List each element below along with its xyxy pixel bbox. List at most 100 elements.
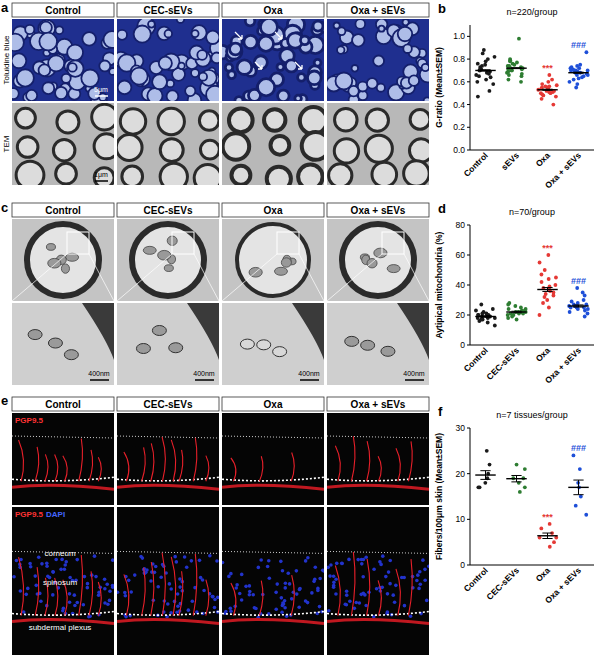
- image-bg: [117, 507, 219, 655]
- axon: [352, 34, 364, 46]
- nucleus: [248, 593, 252, 597]
- nucleus: [185, 565, 189, 569]
- plexus: [327, 619, 429, 623]
- data-point: [575, 286, 579, 290]
- boundary: [327, 436, 429, 438]
- layer-label: subdermal plexus: [29, 623, 92, 632]
- nucleus: [73, 593, 77, 597]
- data-point: [572, 454, 576, 458]
- nucleus: [266, 565, 270, 569]
- axon: [99, 93, 107, 101]
- data-point: [540, 280, 544, 284]
- myelin-ring: [366, 109, 388, 131]
- nucleus: [123, 591, 127, 595]
- myelin-ring: [16, 108, 36, 128]
- nucleus: [169, 611, 173, 615]
- image-bg: [117, 219, 219, 301]
- nucleus: [394, 584, 398, 588]
- toluidine-image: [117, 19, 219, 101]
- nucleus: [417, 587, 421, 591]
- mean-line: [475, 70, 495, 71]
- axon: [12, 53, 26, 68]
- nucleus: [133, 573, 137, 577]
- nucleus: [251, 593, 255, 597]
- data-point: [479, 303, 483, 307]
- y-label: G-ratio (Mean±SEM): [434, 47, 444, 128]
- myelin-ring: [300, 107, 324, 134]
- nucleus: [354, 601, 358, 605]
- data-point: [481, 52, 485, 56]
- column-header: Control: [45, 205, 81, 216]
- scale-label: 5μm: [94, 86, 108, 94]
- zoom-image: [222, 303, 324, 385]
- image-bg: [327, 219, 429, 301]
- zoom-line: [222, 254, 277, 301]
- boundary: [327, 612, 429, 616]
- nucleus: [191, 599, 195, 603]
- nerve-fiber: [98, 582, 101, 616]
- nucleus: [304, 559, 308, 563]
- nucleus: [423, 578, 427, 582]
- axon: [422, 64, 429, 71]
- y-axis: [470, 25, 471, 150]
- nerve-fiber: [206, 580, 209, 616]
- panel-label: a: [1, 0, 9, 15]
- nucleus: [391, 593, 395, 597]
- nerve-fiber: [124, 574, 129, 615]
- column-header: Control: [45, 399, 81, 410]
- zoom-box: [277, 232, 299, 254]
- data-point: [513, 304, 517, 308]
- nucleus: [54, 558, 58, 562]
- nucleus: [235, 583, 239, 587]
- data-point: [486, 321, 490, 325]
- nucleus: [316, 587, 320, 591]
- myelin-band: [187, 303, 219, 360]
- nucleus: [335, 562, 339, 566]
- myelin-ring: [16, 161, 44, 185]
- nucleus: [290, 597, 294, 601]
- nucleus: [427, 564, 429, 568]
- zoom-line: [194, 254, 219, 301]
- nucleus: [409, 615, 413, 619]
- axon: [260, 19, 277, 36]
- nerve-fiber: [19, 440, 24, 481]
- nerve-fiber: [45, 454, 48, 481]
- mean-line: [537, 89, 557, 90]
- axon: [134, 25, 151, 42]
- x-tick-label: Oxa + sEVs: [543, 150, 583, 190]
- nucleus: [318, 605, 322, 609]
- boundary: [222, 551, 324, 553]
- axon: [117, 30, 127, 40]
- myelin-ring: [223, 133, 250, 160]
- stain-label: DAPI: [46, 510, 65, 519]
- data-point: [478, 485, 482, 489]
- nucleus: [68, 600, 72, 604]
- nucleus: [310, 591, 314, 595]
- boundary: [117, 436, 219, 438]
- data-point: [484, 59, 488, 63]
- axon: [159, 57, 172, 70]
- if-image: [117, 507, 219, 655]
- nerve-fiber: [206, 456, 209, 482]
- data-point: [571, 67, 575, 71]
- nucleus: [229, 610, 233, 614]
- nucleus: [208, 554, 212, 558]
- nucleus: [187, 608, 191, 612]
- nucleus: [82, 603, 86, 607]
- axon: [228, 71, 236, 79]
- scale-bar: [95, 180, 108, 182]
- mean-line: [506, 311, 526, 312]
- nucleus: [198, 559, 202, 563]
- nucleus: [421, 558, 425, 562]
- mitochondrion: [240, 339, 254, 349]
- zoom-line: [327, 254, 382, 301]
- data-point: [524, 307, 528, 311]
- data-point: [568, 80, 572, 84]
- mean-line: [506, 478, 526, 479]
- axon: [197, 50, 207, 60]
- data-point: [477, 74, 481, 78]
- arrow: [235, 32, 242, 39]
- figure: aControlCEC-sEVsOxaOxa + sEVsToluidine b…: [0, 0, 600, 661]
- myelin-ring: [160, 163, 187, 185]
- nucleus: [280, 596, 284, 600]
